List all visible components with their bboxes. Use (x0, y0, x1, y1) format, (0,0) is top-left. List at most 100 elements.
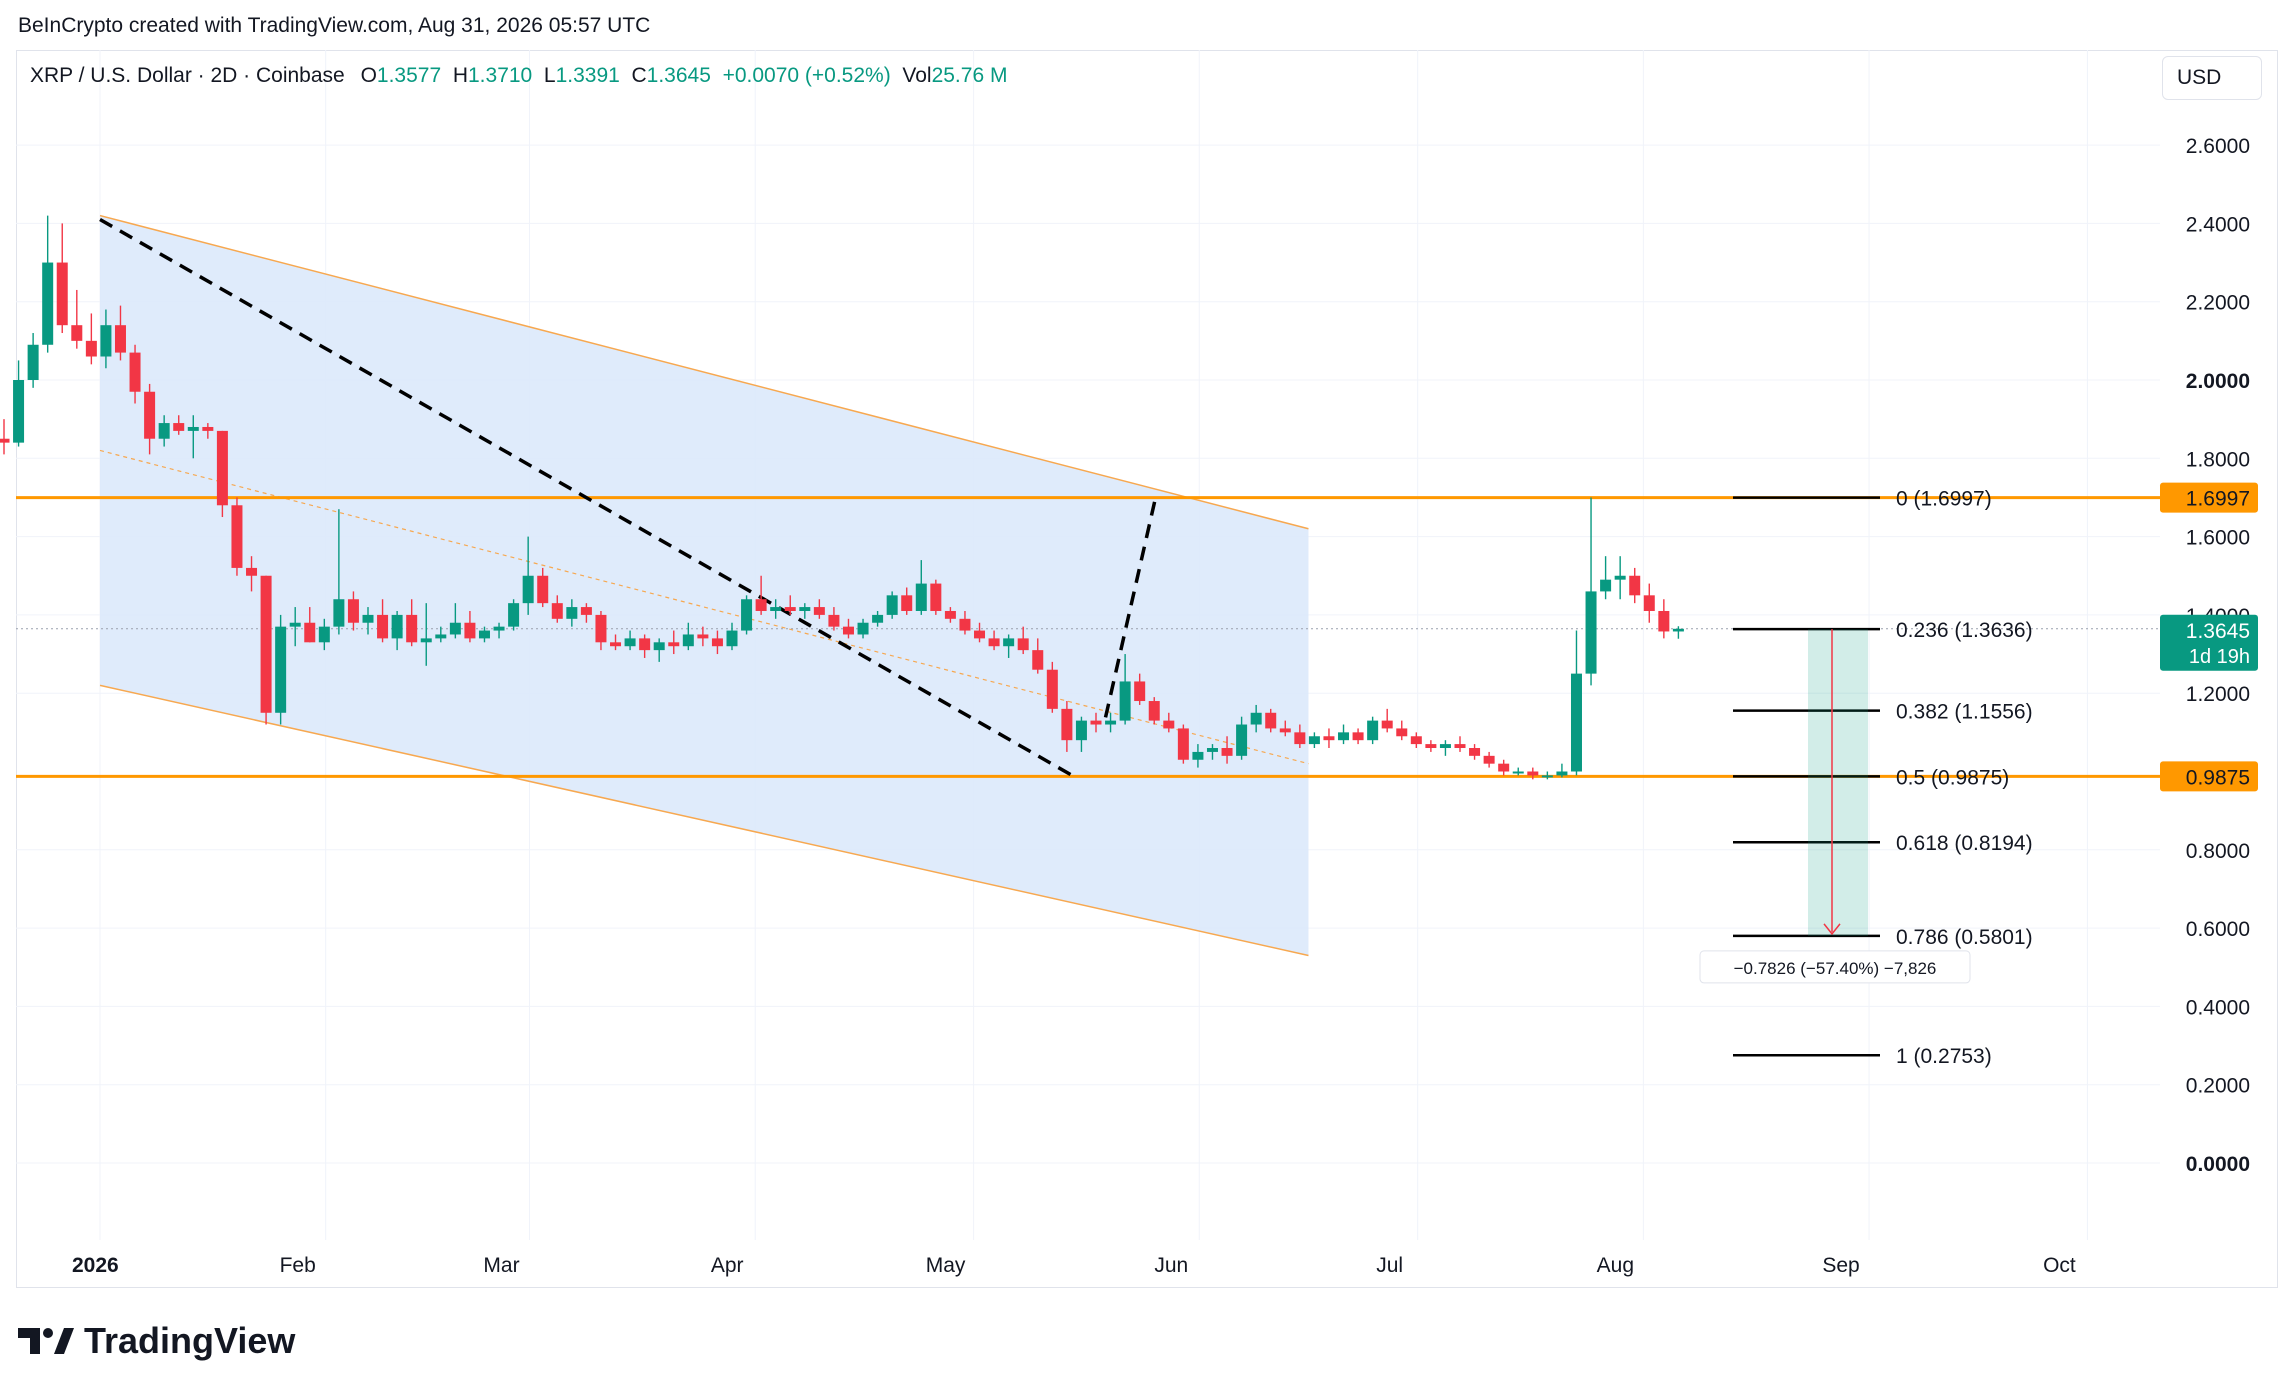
y-tick-label: 0.4000 (2186, 996, 2250, 1019)
price-tag-box (2160, 614, 2258, 671)
candle-body (988, 638, 1000, 647)
candle-body (697, 634, 709, 639)
candle-body (1221, 748, 1233, 756)
tradingview-logo-icon (18, 1328, 74, 1354)
low-label: L (543, 64, 556, 87)
candle-body (1629, 575, 1641, 596)
candle-body (1439, 744, 1451, 749)
y-tick-label: 2.4000 (2186, 213, 2250, 236)
candle-body (1032, 650, 1044, 670)
y-tick-label: 2.2000 (2186, 292, 2250, 315)
candle-body (901, 595, 913, 611)
candle-body (1483, 755, 1495, 764)
candle-body (1090, 720, 1102, 725)
candle-body (435, 634, 447, 639)
candle-body (872, 614, 884, 623)
candle-body (1512, 771, 1524, 774)
candle-body (508, 603, 520, 627)
fib-level-label: 0.236 (1.3636) (1896, 619, 2033, 642)
currency-selector[interactable]: USD (2162, 56, 2262, 100)
candle-body (1338, 732, 1350, 741)
candle-body (1352, 732, 1364, 741)
y-tick-label: 1.2000 (2186, 683, 2250, 706)
candle-body (1658, 610, 1670, 632)
candle-body (275, 626, 287, 713)
candle-body (682, 634, 694, 647)
fib-level-label: 0.618 (0.8194) (1896, 832, 2033, 855)
candle-body (1527, 771, 1539, 776)
candle-body (173, 423, 185, 431)
y-tick-label: 0.8000 (2186, 840, 2250, 863)
y-tick-label: 2.0000 (2186, 370, 2250, 393)
candle-body (566, 607, 578, 619)
symbol-name[interactable]: XRP / U.S. Dollar · 2D · Coinbase (30, 64, 345, 87)
price-tag-value: 1.3645 (2186, 620, 2250, 643)
candle-body (1265, 712, 1277, 729)
measure-arrow-head (1823, 923, 1841, 936)
open-label: O (360, 64, 377, 87)
fib-level-label: 0 (1.6997) (1896, 488, 1992, 511)
candle-body (1177, 728, 1189, 760)
candle-body (1017, 638, 1029, 651)
candle-body (1541, 775, 1553, 778)
close-label: C (631, 64, 647, 87)
breakout-trendline (1103, 497, 1158, 718)
candle-body (770, 607, 782, 611)
candle-body (114, 325, 126, 353)
chart-credit: BeInCrypto created with TradingView.com,… (18, 14, 651, 37)
candle-body (639, 638, 651, 651)
candle-body (1148, 701, 1160, 721)
x-tick-label: 2026 (72, 1254, 119, 1277)
price-tag-box (2160, 482, 2258, 513)
channel-fill (100, 215, 1309, 956)
candle-body (1643, 595, 1655, 611)
candle-body (1425, 744, 1437, 749)
x-tick-label: Mar (483, 1254, 519, 1277)
x-tick-label: Jul (1376, 1254, 1403, 1277)
candle-body (799, 607, 811, 611)
x-tick-label: Oct (2043, 1254, 2076, 1277)
candle-body (1294, 732, 1306, 745)
candle-body (100, 325, 112, 357)
candle-body (289, 622, 301, 627)
descending-channel (99, 214, 1309, 957)
price-tag-value: 1.6997 (2186, 488, 2250, 511)
trendlines (99, 217, 1158, 779)
candle-body (260, 575, 272, 713)
candle-body (974, 630, 986, 639)
measure-tool: −0.7826 (−57.40%) −7,826 (1699, 629, 1971, 984)
candle-body (1614, 575, 1626, 580)
candle-body (304, 622, 316, 643)
candle-body (842, 626, 854, 635)
candle-body (1410, 736, 1422, 745)
candle-body (1236, 724, 1248, 756)
candle-body (406, 614, 418, 643)
price-chart[interactable]: 0 (1.6997) 0.236 (1.3636) 0.382 (1.1556) 0.… (0, 0, 2295, 1290)
price-labels: 1.6997 0.9875 1.3645 1d 19h (2160, 482, 2258, 792)
candle-body (377, 614, 389, 639)
candle-body (522, 575, 534, 604)
open-value: 1.3577 (376, 64, 442, 87)
candlesticks (0, 215, 1684, 780)
low-value: 1.3391 (555, 64, 620, 87)
candle-body (1396, 728, 1408, 737)
candle-body (144, 391, 156, 439)
candle-body (85, 340, 97, 357)
fibonacci-retracement: 0 (1.6997) 0.236 (1.3636) 0.382 (1.1556) 0.… (1733, 488, 2033, 1068)
candle-body (1003, 638, 1015, 647)
price-tag-box (2160, 761, 2258, 792)
candle-body (915, 583, 927, 611)
y-tick-label: 2.6000 (2186, 135, 2250, 158)
candle-body (1600, 579, 1612, 592)
volume-value: 25.76 M (931, 64, 1008, 87)
candle-body (1308, 736, 1320, 745)
candle-body (580, 607, 592, 615)
high-label: H (452, 64, 468, 87)
fib-level-label: 0.382 (1.1556) (1896, 701, 2033, 724)
candle-body (1454, 744, 1466, 749)
x-axis[interactable]: 2026 Feb Mar Apr May Jun Jul Aug Sep Oct (72, 1254, 2076, 1277)
x-tick-label: Apr (711, 1254, 744, 1277)
y-tick-label: 0.2000 (2186, 1075, 2250, 1098)
candle-body (0, 438, 10, 443)
x-tick-label: Jun (1154, 1254, 1188, 1277)
